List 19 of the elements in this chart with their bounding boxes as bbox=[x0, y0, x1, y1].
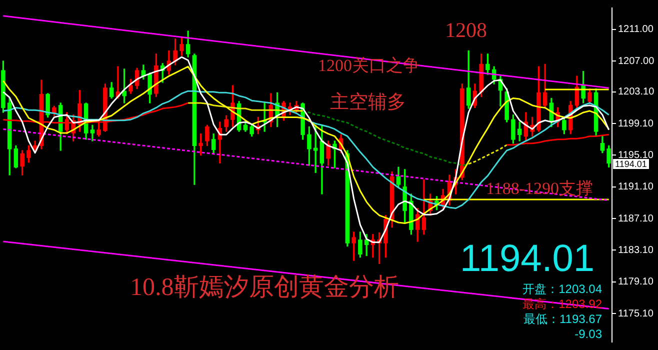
y-tick-label: 1195.10 bbox=[618, 150, 654, 161]
y-tick-label: 1183.10 bbox=[618, 244, 654, 256]
candlestick bbox=[313, 124, 318, 173]
line-series bbox=[468, 144, 508, 165]
y-tick-label: 1199.10 bbox=[618, 118, 654, 130]
y-tick-label: 1175.10 bbox=[618, 308, 654, 320]
annotation: 开盘：1203.04 bbox=[522, 282, 602, 297]
annotation: -9.03 bbox=[574, 327, 602, 342]
annotation: 1208 bbox=[445, 18, 487, 42]
y-tick-label: 1207.00 bbox=[618, 56, 655, 67]
annotation: 1194.01 bbox=[460, 238, 595, 282]
y-tick-label: 1187.10 bbox=[618, 213, 654, 224]
y-tick-label: 1211.00 bbox=[618, 24, 654, 36]
y-tick-label: 1203.10 bbox=[618, 86, 655, 98]
y-tick-label: 1191.10 bbox=[618, 182, 654, 193]
annotation: 主空辅多 bbox=[330, 92, 406, 114]
text: 1194.01 bbox=[613, 159, 649, 170]
annotation: 最低：1193.67 bbox=[524, 312, 602, 327]
y-tick-label: 1179.10 bbox=[618, 276, 654, 288]
